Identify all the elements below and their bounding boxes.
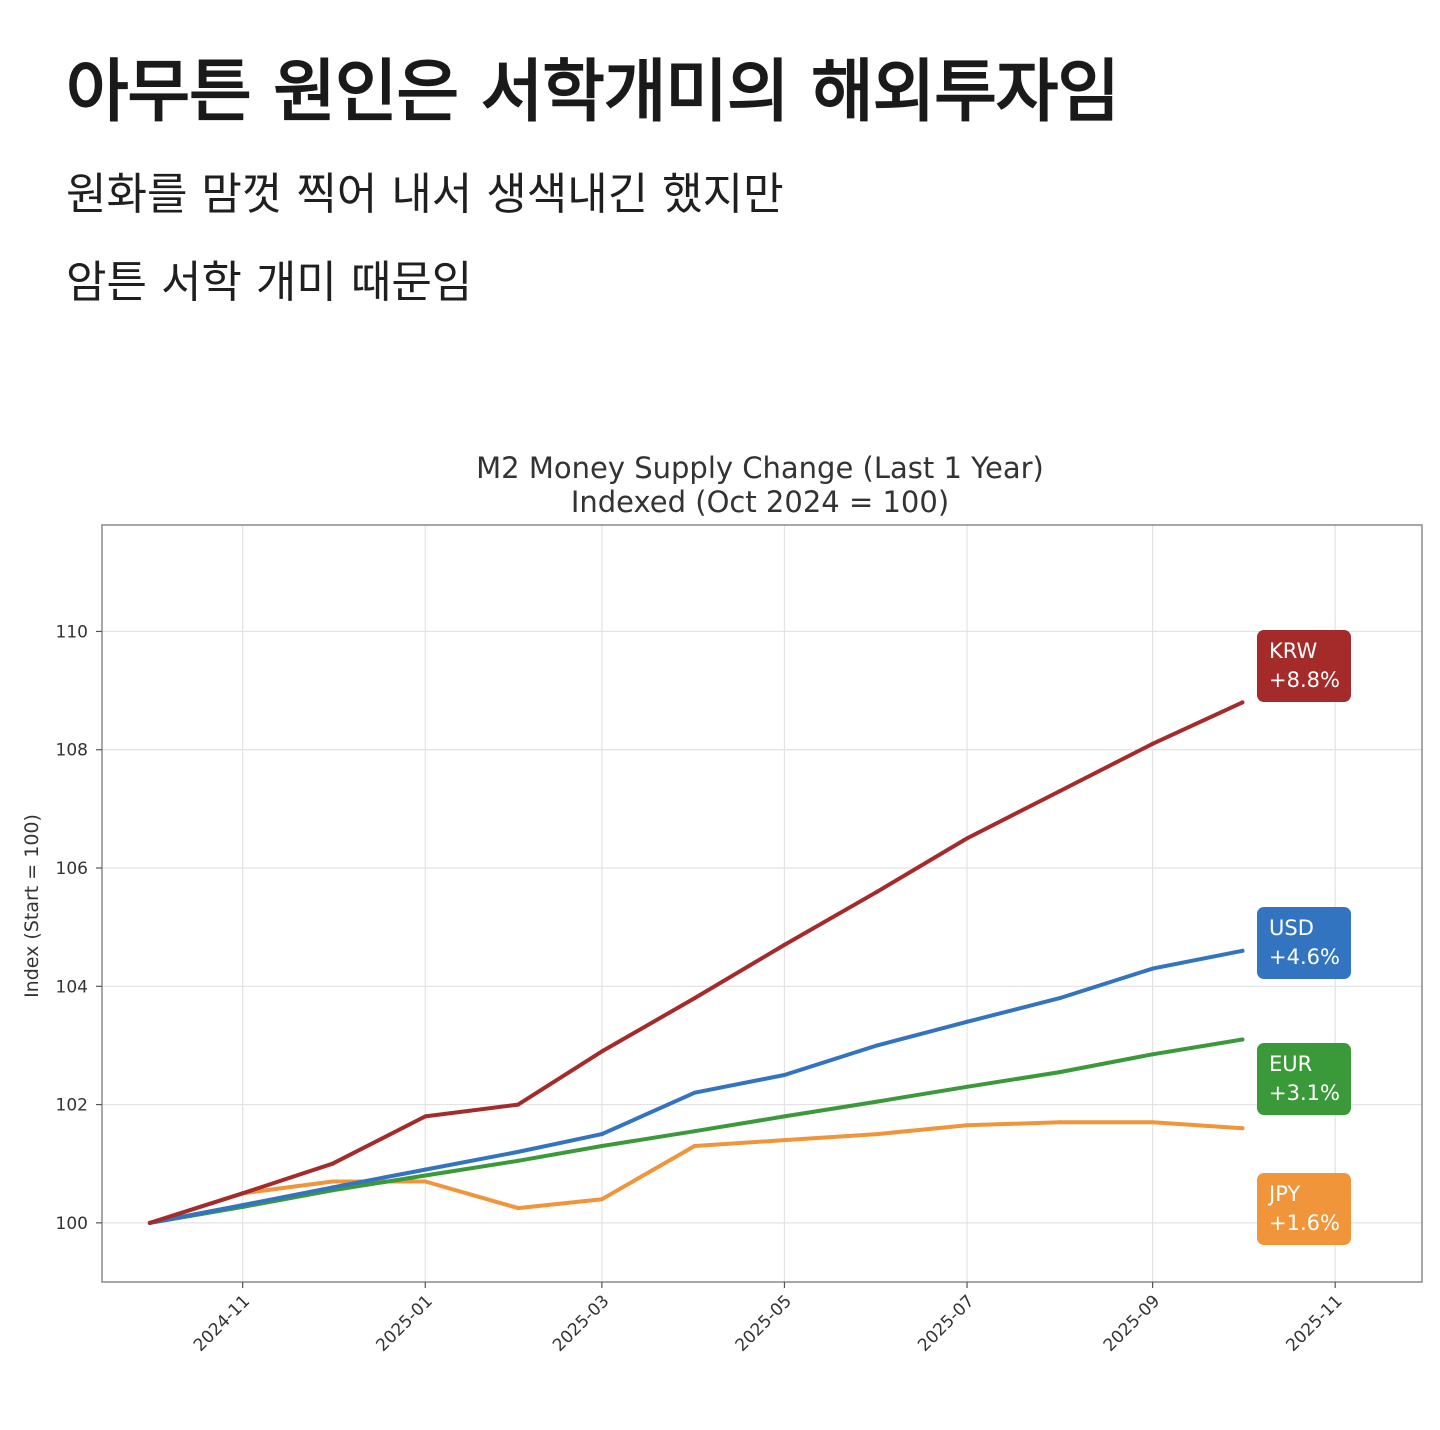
data-point-krw bbox=[240, 1191, 245, 1196]
data-point-jpy bbox=[1240, 1126, 1245, 1131]
data-point-usd bbox=[330, 1185, 335, 1190]
x-tick-label: 2025-01 bbox=[372, 1291, 436, 1355]
data-point-eur bbox=[692, 1129, 697, 1134]
x-tick-label: 2024-11 bbox=[190, 1291, 254, 1355]
series-label-usd: USD +4.6% bbox=[1257, 907, 1351, 979]
data-point-usd bbox=[1240, 948, 1245, 953]
data-point-usd bbox=[782, 1073, 787, 1077]
data-point-krw bbox=[599, 1049, 604, 1054]
y-axis-label: Index (Start = 100) bbox=[21, 814, 43, 998]
chart-title: M2 Money Supply Change (Last 1 Year) bbox=[476, 451, 1044, 485]
label-box bbox=[1257, 1043, 1351, 1115]
label-name: USD bbox=[1269, 916, 1314, 940]
y-tick-label: 108 bbox=[56, 741, 88, 761]
label-name: JPY bbox=[1267, 1182, 1300, 1206]
data-point-usd bbox=[240, 1203, 245, 1208]
data-point-jpy bbox=[423, 1179, 428, 1184]
series-line-jpy bbox=[147, 1120, 1245, 1225]
x-tick-label: 2025-11 bbox=[1282, 1291, 1346, 1355]
data-point-usd bbox=[965, 1019, 969, 1024]
data-point-jpy bbox=[1057, 1120, 1062, 1125]
data-point-usd bbox=[599, 1132, 604, 1137]
data-point-krw bbox=[516, 1102, 521, 1107]
label-change: +8.8% bbox=[1269, 668, 1340, 692]
data-point-jpy bbox=[965, 1123, 969, 1128]
data-point-krw bbox=[965, 836, 969, 841]
data-point-eur bbox=[423, 1173, 428, 1178]
data-point-krw bbox=[875, 889, 880, 894]
data-point-eur bbox=[1240, 1037, 1245, 1042]
label-change: +1.6% bbox=[1269, 1211, 1340, 1235]
x-tick-label: 2025-05 bbox=[732, 1291, 796, 1355]
data-point-jpy bbox=[692, 1144, 697, 1148]
data-point-jpy bbox=[330, 1179, 335, 1184]
data-point-eur bbox=[1150, 1052, 1155, 1057]
series-lines bbox=[147, 700, 1245, 1225]
x-axis-ticks: 2024-11 2025-01 2025-03 2025-05 2025-07 2025-… bbox=[190, 1282, 1347, 1356]
x-tick-label: 2025-03 bbox=[549, 1291, 613, 1355]
label-box bbox=[1257, 1173, 1351, 1245]
data-point-eur bbox=[1057, 1070, 1062, 1075]
label-box bbox=[1257, 907, 1351, 979]
label-change: +4.6% bbox=[1269, 945, 1340, 969]
data-point-krw bbox=[692, 996, 697, 1001]
chart-grid bbox=[102, 525, 1422, 1282]
post-line-2: 암튼 서학 개미 때문임 bbox=[66, 257, 473, 308]
data-point-jpy bbox=[1150, 1120, 1155, 1125]
label-box bbox=[1257, 630, 1351, 702]
data-point-jpy bbox=[516, 1206, 521, 1211]
x-tick-label: 2025-09 bbox=[1100, 1291, 1164, 1355]
data-point-usd bbox=[1057, 996, 1062, 1001]
data-point-krw bbox=[782, 942, 787, 947]
label-name: EUR bbox=[1269, 1052, 1312, 1076]
data-point-krw bbox=[1057, 789, 1062, 794]
y-tick-label: 100 bbox=[56, 1214, 88, 1234]
series-label-jpy: JPY +1.6% bbox=[1257, 1173, 1351, 1245]
data-point-usd bbox=[1150, 966, 1155, 971]
plot-frame bbox=[101, 524, 1423, 1283]
data-point-krw bbox=[1240, 700, 1245, 705]
data-point-jpy bbox=[875, 1132, 880, 1137]
post-line-1: 원화를 맘껏 찍어 내서 생색내긴 했지만 bbox=[66, 169, 784, 220]
data-point-krw bbox=[1150, 741, 1155, 746]
data-point-eur bbox=[516, 1158, 521, 1163]
data-point-eur bbox=[965, 1084, 969, 1089]
series-labels: KRW +8.8% USD +4.6% EUR +3.1% JPY +1.6% bbox=[1257, 630, 1351, 1245]
data-point-krw bbox=[423, 1114, 428, 1119]
data-point-usd bbox=[875, 1043, 880, 1048]
data-point-usd bbox=[516, 1149, 521, 1154]
data-point-jpy bbox=[599, 1197, 604, 1202]
data-point-krw bbox=[147, 1220, 152, 1225]
y-tick-label: 106 bbox=[56, 859, 88, 879]
data-point-usd bbox=[692, 1090, 697, 1095]
post-headline: 아무튼 원인은 서학개미의 해외투자임 bbox=[66, 53, 1120, 132]
label-name: KRW bbox=[1269, 639, 1318, 663]
y-tick-label: 104 bbox=[56, 977, 88, 997]
series-label-krw: KRW +8.8% bbox=[1257, 630, 1351, 702]
data-point-jpy bbox=[782, 1138, 787, 1143]
data-point-eur bbox=[599, 1144, 604, 1148]
y-axis-ticks: 100 102 104 106 108 110 bbox=[56, 622, 102, 1234]
x-tick-label: 2025-07 bbox=[914, 1291, 978, 1355]
y-tick-label: 102 bbox=[56, 1096, 88, 1116]
series-label-eur: EUR +3.1% bbox=[1257, 1043, 1351, 1115]
data-point-krw bbox=[330, 1161, 335, 1166]
m2-line-chart: M2 Money Supply Change (Last 1 Year) Ind… bbox=[21, 451, 1423, 1356]
y-tick-label: 110 bbox=[56, 622, 88, 642]
label-change: +3.1% bbox=[1269, 1081, 1340, 1105]
data-point-usd bbox=[423, 1167, 428, 1172]
chart-subtitle: Indexed (Oct 2024 = 100) bbox=[571, 485, 949, 519]
data-point-eur bbox=[875, 1099, 880, 1104]
data-point-eur bbox=[782, 1114, 787, 1119]
